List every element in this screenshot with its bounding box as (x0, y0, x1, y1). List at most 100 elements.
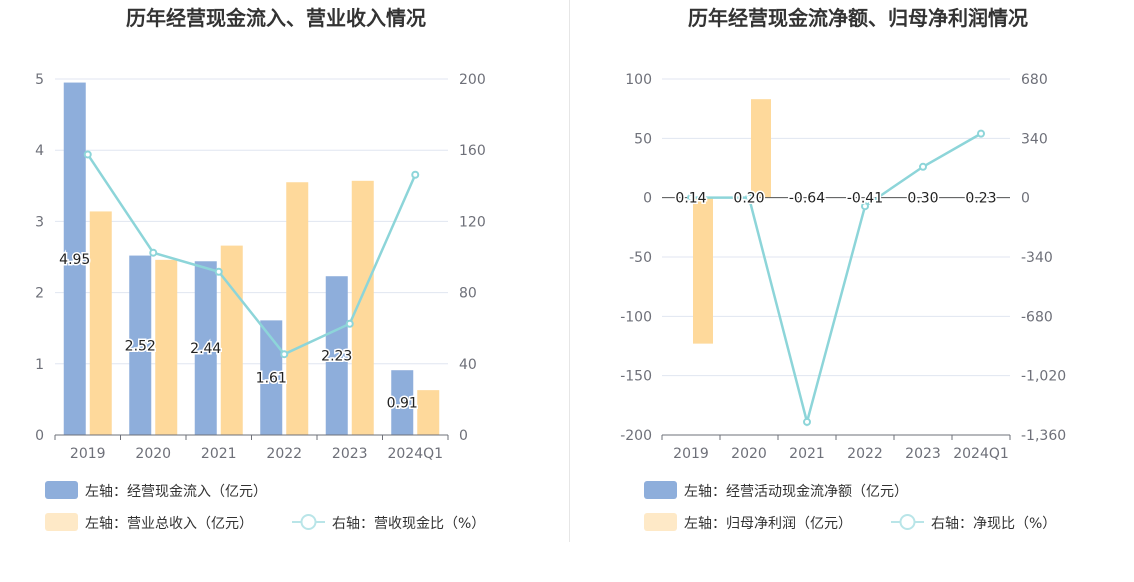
chart-1-grid (55, 78, 448, 436)
category-label: 2019 (70, 446, 106, 462)
right-tick-label: 120 (459, 214, 486, 230)
chart-2-left-axis: -200 -150 -100 -50 0 50 100 (620, 72, 652, 444)
chart-1-legend: 左轴：经营现金流入（亿元） 左轴：营业总收入（亿元） 右轴：营收现金比（%） (45, 481, 485, 532)
chart-1: 历年经营现金流入、营业收入情况 0 1 2 3 4 5 0 40 80 120 160 200 4.… (35, 6, 486, 532)
bar-series-1 (325, 276, 348, 435)
chart-1-line (83, 150, 420, 359)
line-point (919, 162, 927, 171)
chart-2: 历年经营现金流净额、归母净利润情况 -200-150-100-50050100 … (620, 6, 1066, 532)
legend-item-cash-inflow[interactable]: 左轴：经营现金流入（亿元） (45, 481, 267, 500)
left-tick-label: 5 (35, 72, 44, 88)
legend-item-net-profit[interactable]: 左轴：归母净利润（亿元） (644, 513, 852, 532)
left-tick-label: 100 (625, 72, 652, 88)
left-tick-label: 2 (35, 286, 44, 302)
category-label: 2023 (905, 446, 941, 462)
line-point (411, 170, 420, 179)
left-tick-label: 50 (634, 131, 652, 147)
chart-2-data-labels: 0.14 0.20 -0.64 -0.41 0.30 0.23 (674, 189, 998, 208)
chart-2-line (662, 129, 1010, 427)
legend-label: 右轴：净现比（%） (931, 516, 1056, 532)
bar-data-label: 0.30 (907, 191, 938, 207)
chart-1-data-labels: 4.95 2.52 2.44 1.61 2.23 0.91 (58, 250, 420, 413)
left-tick-label: 0 (35, 428, 44, 444)
bar-data-label: 0.20 (733, 191, 764, 207)
line-series (691, 132, 982, 427)
right-tick-label: 160 (459, 143, 486, 159)
category-label: 2022 (266, 446, 302, 462)
right-tick-label: 340 (1021, 131, 1048, 147)
line-point (345, 319, 354, 328)
legend-line-marker-icon (300, 514, 317, 530)
bar-series-2 (751, 99, 771, 198)
legend-item-cash-ratio[interactable]: 右轴：营收现金比（%） (292, 514, 485, 532)
legend-label: 左轴：归母净利润（亿元） (684, 515, 852, 532)
bar-series-2 (220, 245, 243, 435)
bar-series-1 (391, 370, 414, 435)
bar-data-label: 0.91 (387, 396, 418, 412)
line-series (86, 153, 417, 356)
right-tick-label: -1,360 (1021, 428, 1066, 444)
bar-series-2 (417, 390, 440, 435)
category-label: 2024Q1 (387, 446, 443, 462)
right-tick-label: -680 (1021, 309, 1053, 325)
line-point (687, 193, 695, 202)
chart-1-right-axis: 0 40 80 120 160 200 (459, 72, 486, 444)
legend-label: 左轴：营业总收入（亿元） (85, 516, 253, 532)
category-label: 2020 (135, 446, 171, 462)
legend-item-revenue[interactable]: 左轴：营业总收入（亿元） (45, 513, 253, 532)
bar-series-1 (129, 255, 152, 435)
chart-2-grid (662, 78, 1010, 436)
bar-series-1 (63, 82, 86, 435)
legend-label: 左轴：经营活动现金流净额（亿元） (684, 484, 908, 500)
legend-item-net-cash-flow[interactable]: 左轴：经营活动现金流净额（亿元） (644, 481, 908, 500)
category-label: 2019 (673, 446, 709, 462)
legend-swatch-orange (45, 513, 78, 531)
chart-1-left-axis: 0 1 2 3 4 5 (35, 72, 44, 444)
right-tick-label: 0 (459, 428, 468, 444)
chart-1-x-axis: 2019 2020 2021 2022 2023 2024Q1 (54, 434, 449, 462)
left-tick-label: -100 (620, 309, 652, 325)
bar-series-2 (89, 211, 112, 435)
bar-series-2 (693, 197, 713, 344)
bar-data-label: -0.41 (847, 191, 883, 207)
bar-data-label: 2.52 (125, 338, 156, 354)
category-label: 2023 (332, 446, 368, 462)
line-point (149, 248, 158, 257)
chart-1-title: 历年经营现金流入、营业收入情况 (126, 6, 426, 30)
bar-series-2 (155, 259, 178, 435)
left-tick-label: -50 (629, 250, 652, 266)
line-point (83, 150, 92, 159)
legend-swatch-blue (45, 481, 78, 499)
right-tick-label: 0 (1021, 191, 1030, 207)
bar-series-2 (286, 182, 309, 435)
line-point (977, 129, 985, 138)
legend-swatch-blue (644, 481, 677, 499)
legend-line-marker-icon (899, 514, 916, 530)
bar-data-label: 2.44 (190, 341, 221, 357)
chart-1-bars (63, 82, 440, 435)
right-tick-label: -1,020 (1021, 369, 1066, 385)
bar-data-label: 0.14 (675, 191, 706, 207)
legend-label: 右轴：营收现金比（%） (332, 516, 485, 532)
left-tick-label: 4 (35, 143, 44, 159)
left-tick-label: 3 (35, 214, 44, 230)
line-point (861, 202, 869, 211)
bar-series-2 (351, 180, 374, 435)
line-point (214, 267, 223, 276)
bar-data-label: 4.95 (59, 252, 90, 268)
line-point (803, 417, 811, 426)
bar-data-label: 0.23 (965, 191, 996, 207)
bar-series-1 (194, 261, 217, 435)
legend-label: 左轴：经营现金流入（亿元） (85, 484, 267, 500)
bar-data-label: 2.23 (321, 349, 352, 365)
bar-data-label: 1.61 (256, 371, 287, 387)
left-tick-label: 1 (35, 357, 44, 373)
legend-item-net-cash-ratio[interactable]: 右轴：净现比（%） (891, 514, 1056, 532)
left-tick-label: 0 (643, 191, 652, 207)
bar-data-label: -0.64 (789, 191, 825, 207)
line-point (745, 193, 753, 202)
chart-2-legend: 左轴：经营活动现金流净额（亿元） 左轴：归母净利润（亿元） 右轴：净现比（%） (644, 481, 1056, 532)
chart-2-right-axis: -1,360 -1,020 -680 -340 0 340 680 (1021, 72, 1066, 444)
chart-2-x-axis: 2019 2020 2021 2022 2023 2024Q1 (661, 434, 1011, 462)
category-label: 2024Q1 (953, 446, 1009, 462)
